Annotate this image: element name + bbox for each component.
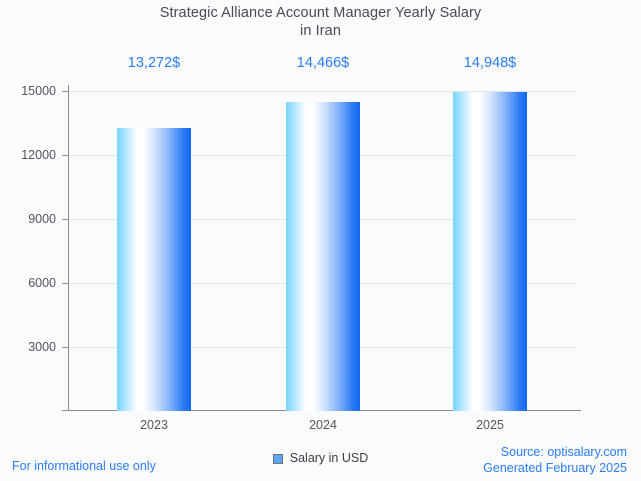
y-tick-mark xyxy=(62,155,68,156)
x-tick-label-2025: 2025 xyxy=(476,418,504,432)
footer-source: Source: optisalary.com xyxy=(500,445,627,459)
value-label-2024: 14,466$ xyxy=(296,55,350,71)
gridline xyxy=(68,91,577,92)
chart-title-line-2: in Iran xyxy=(300,23,341,39)
footer-generated: Generated February 2025 xyxy=(483,461,627,475)
value-label-2023: 13,272$ xyxy=(127,55,181,71)
legend-swatch-salary-in-usd xyxy=(272,453,283,464)
x-tick-label-2024: 2024 xyxy=(309,418,337,432)
y-tick-label: 3000 xyxy=(28,340,56,354)
chart-legend: Salary in USD xyxy=(0,452,641,465)
y-tick-mark xyxy=(62,347,68,348)
legend-label-salary-in-usd: Salary in USD xyxy=(289,451,369,465)
chart-title: Strategic Alliance Account Manager Yearl… xyxy=(0,4,641,40)
y-tick-label: 15000 xyxy=(21,84,56,98)
y-tick-label: 9000 xyxy=(28,212,56,226)
y-tick-mark xyxy=(62,219,68,220)
value-label-2025: 14,948$ xyxy=(463,55,517,71)
x-tick-label-2023: 2023 xyxy=(140,418,168,432)
footer-disclaimer: For informational use only xyxy=(12,459,156,473)
chart-title-line-1: Strategic Alliance Account Manager Yearl… xyxy=(159,5,482,21)
y-tick-mark xyxy=(62,91,68,92)
bar-2025[interactable] xyxy=(453,92,527,411)
y-tick-mark xyxy=(62,283,68,284)
y-axis-line xyxy=(68,85,69,411)
footer-source-block: Source: optisalary.com Generated Februar… xyxy=(483,444,627,476)
bar-2024[interactable] xyxy=(286,102,360,411)
bar-2023[interactable] xyxy=(117,127,191,411)
y-tick-label: 12000 xyxy=(21,148,56,162)
y-tick-label: 6000 xyxy=(28,276,56,290)
